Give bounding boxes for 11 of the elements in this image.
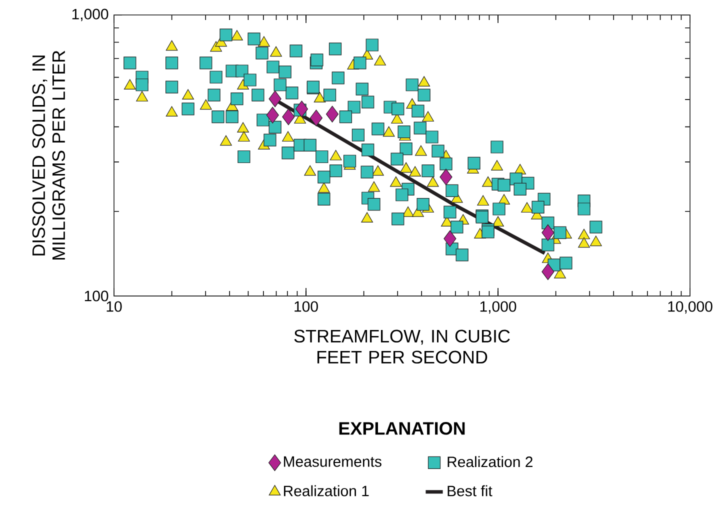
x-tick-label: 10,000 bbox=[668, 301, 712, 314]
x-axis-title: STREAMFLOW, IN CUBIC FEET PER SECOND bbox=[294, 330, 510, 364]
legend-label: Measurements bbox=[284, 456, 382, 467]
legend-label: Best fit bbox=[448, 485, 492, 496]
legend-label: Realization 2 bbox=[448, 456, 532, 468]
y-axis-title: DISSOLVED SOLIDS, IN MILLIGRAMS PER LITER bbox=[32, 50, 66, 260]
legend-title: EXPLANATION bbox=[339, 422, 465, 435]
legend-label: Realization 1 bbox=[284, 485, 369, 496]
x-tick-label: 10 bbox=[106, 301, 122, 312]
x-tick-label: 100 bbox=[294, 301, 318, 312]
x-tick-label: 1,000 bbox=[480, 301, 516, 314]
